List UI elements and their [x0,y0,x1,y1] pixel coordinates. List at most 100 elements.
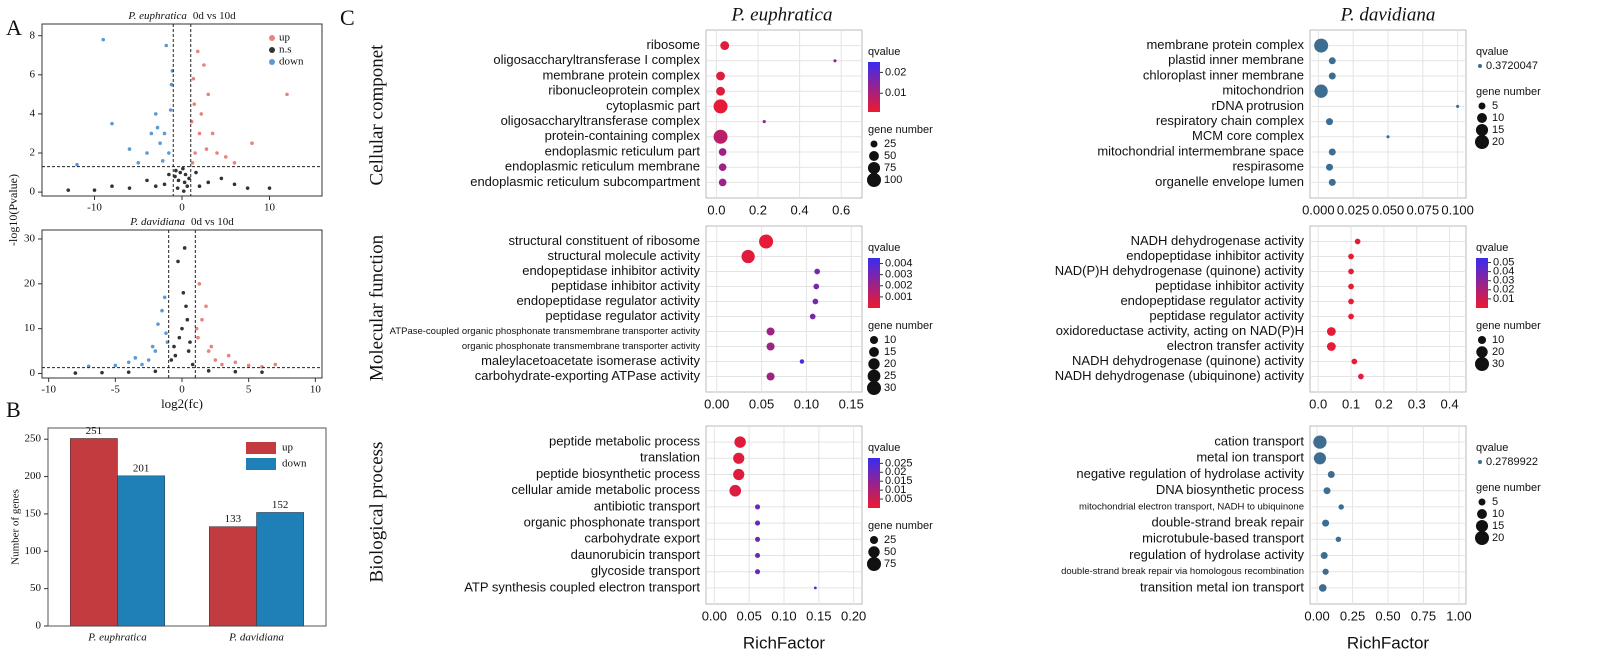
point [172,344,176,349]
y-tick-label: protein-containing complex [545,128,701,143]
point [206,349,211,353]
x-tick-label: 5 [246,384,252,396]
legend-label: up [282,442,294,454]
legend-label: 25 [884,370,896,382]
dot [754,569,761,575]
point [197,282,202,286]
bar [69,438,118,627]
point [156,322,160,326]
point [206,92,211,97]
scale-tick-label: 0.02 [885,66,906,78]
point [204,304,208,309]
point [126,360,131,365]
legend-title: gene number [868,320,933,332]
scale-tick-label: 0.015 [885,475,913,487]
panel-label: B [6,397,21,422]
point [136,160,141,165]
y-tick-label: 6 [30,68,36,80]
point [176,178,181,183]
y-tick-label: 200 [25,470,42,482]
legend-label: 5 [1492,496,1498,508]
x-tick-label: 0.15 [806,608,831,623]
y-tick-label: 20 [24,277,36,289]
point [193,151,197,155]
y-axis-title: -log10(Pvalue) [6,174,20,246]
y-tick-label: 0 [30,186,36,198]
size-swatch [1475,519,1489,533]
y-tick-label: 8 [30,29,36,41]
point [160,159,165,163]
dot [1348,313,1354,320]
x-tick-label: 0.00 [1304,608,1329,623]
x-tick-label: 0.4 [791,202,809,217]
legend-label: down [279,56,304,68]
dot [813,283,820,290]
x-tick-label: 0.00 [704,396,729,411]
scale-tick-label: 0.01 [1493,293,1514,305]
point [169,358,174,362]
y-tick-label: ribosome [647,37,700,52]
species: P. davidiana [129,216,185,228]
point [213,358,218,362]
point [155,125,160,130]
chart-title: P. davidiana 0d vs 10d [129,216,234,228]
x-tick-label: 0.0 [707,202,725,217]
x-tick-label: 0.000 [1302,202,1335,217]
legend-label: 10 [1492,112,1504,124]
size-swatch [867,381,881,395]
legend-title: qvalue [868,46,900,58]
plot-panel [705,225,863,393]
dot [1323,487,1331,495]
dot [729,484,742,497]
point [173,174,177,179]
legend-title: gene number [868,124,933,136]
point [164,331,168,335]
dot [716,86,725,96]
size-swatch [1477,335,1487,345]
y-tick-label: electron transfer activity [1167,338,1305,353]
size-swatch [867,369,881,383]
dot [1314,38,1329,53]
point [197,184,202,189]
y-tick-label: mitochondrial intermembrane space [1097,143,1304,158]
dot [716,71,725,81]
point [190,362,195,367]
x-tick-label: 0.05 [749,396,774,411]
x-tick-label: -10 [87,202,102,214]
point [192,102,197,106]
y-tick-label: 30 [24,233,36,245]
y-tick-label: NADH dehydrogenase activity [1131,233,1305,248]
comparison: 0d vs 10d [193,10,236,22]
point [200,317,204,322]
y-tick-label: peptidase regulator activity [1149,308,1304,323]
comparison: 0d vs 10d [191,216,234,228]
scale-tick-label: 0.005 [885,493,913,505]
dot [1348,298,1354,305]
scale-tick-label: 0.001 [885,291,913,303]
y-tick-label: 150 [25,507,42,519]
point [210,131,215,136]
dot [754,536,761,542]
point [92,188,97,192]
dot [766,327,775,336]
y-tick-label: endopeptidase regulator activity [516,293,700,308]
row-title: Biological process [366,442,387,583]
point [153,349,158,353]
x-tick-label: 0.3 [1408,396,1426,411]
y-tick-label: organic phosphonate transmembrane transp… [462,341,700,352]
point [145,151,149,155]
dot [1348,268,1354,275]
legend-swatch [1478,460,1482,464]
point [73,371,78,375]
dot [754,504,761,510]
legend-swatch [246,458,276,470]
x-tick-label: P. davidiana [228,632,284,644]
size-swatch [1476,346,1488,358]
point [232,182,237,187]
point [180,326,184,331]
point [184,304,188,309]
dot [754,552,761,559]
legend-swatch [269,59,275,65]
point [167,172,171,177]
scale-tick-label: 0.02 [885,466,906,478]
